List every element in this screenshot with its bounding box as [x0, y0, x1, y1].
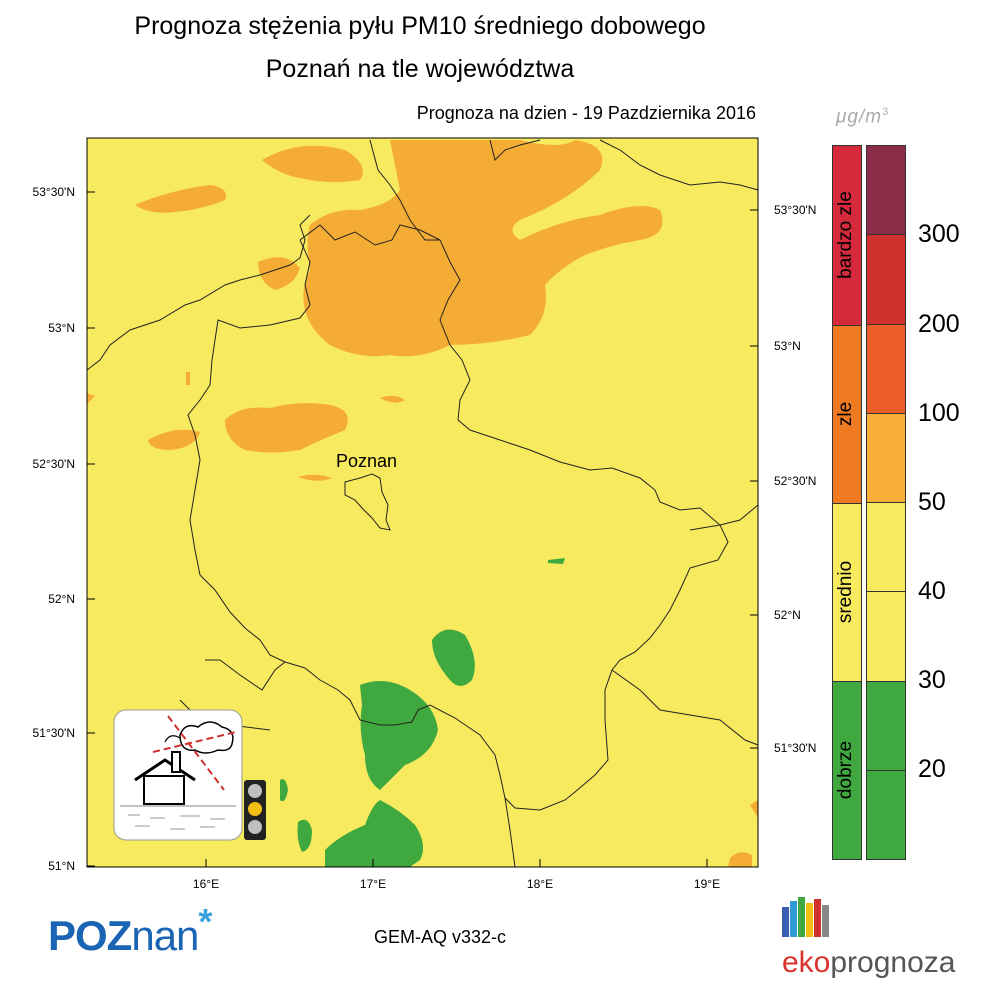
green-areas	[280, 558, 565, 867]
orange-area-small	[148, 429, 200, 450]
level-swatch	[866, 324, 906, 414]
orange-area-small	[298, 474, 332, 481]
lat-label-left: 53°N	[48, 321, 75, 335]
lat-label-left: 51°30'N	[33, 726, 75, 740]
lat-label-right: 52°N	[774, 608, 801, 622]
category-label: bardzo zle	[835, 191, 856, 279]
region-border	[689, 504, 759, 531]
lon-label: 18°E	[527, 877, 553, 891]
category-label: zle	[835, 401, 856, 427]
green-area	[360, 681, 438, 790]
house-smog-icon	[113, 709, 243, 841]
orange-area-north	[262, 145, 363, 183]
level-swatch	[866, 591, 906, 682]
region-border	[611, 669, 759, 746]
orange-area-corner	[728, 852, 752, 867]
level-swatch	[866, 413, 906, 503]
ekoprognoza-logo-icon	[782, 897, 829, 937]
category-label: dobrze	[835, 740, 856, 800]
category-dobrze	[832, 681, 862, 860]
legend-threshold: 50	[918, 488, 946, 516]
level-swatch	[866, 234, 906, 325]
country-border	[86, 214, 311, 371]
orange-areas	[87, 140, 758, 867]
region-border	[599, 139, 759, 191]
green-area	[432, 629, 475, 686]
region-border	[205, 659, 286, 691]
orange-area-north	[303, 140, 663, 357]
map-title: Prognoza stężenia pyłu PM10 średniego do…	[134, 12, 706, 40]
lat-label-left: 52°N	[48, 592, 75, 606]
orange-area-northwest	[135, 185, 226, 213]
traffic-light-green-lamp	[248, 820, 262, 834]
level-swatch	[866, 145, 906, 235]
axis-ticks	[87, 191, 758, 867]
poznan-city-border	[344, 473, 391, 531]
legend-threshold: 300	[918, 220, 960, 248]
unit-label: μg/m3	[836, 106, 890, 128]
forecast-date: Prognoza na dzien - 19 Pazdziernika 2016	[416, 103, 756, 123]
legend-threshold: 30	[918, 666, 946, 694]
lon-label: 19°E	[694, 877, 720, 891]
traffic-light-red-lamp	[248, 784, 262, 798]
region-borders	[86, 139, 759, 868]
orange-area-edge	[186, 372, 190, 385]
region-border	[489, 139, 541, 161]
lat-label-left: 52°30'N	[33, 457, 75, 471]
map-subtitle: Poznań na tle województwa	[265, 55, 575, 83]
traffic-light-amber-lamp	[248, 802, 262, 816]
category-bardzo-zle	[832, 145, 862, 326]
legend-threshold: 200	[918, 310, 960, 338]
green-area	[280, 779, 288, 802]
lon-label: 16°E	[193, 877, 219, 891]
legend-threshold: 20	[918, 755, 946, 783]
region-border	[504, 797, 516, 868]
level-swatch	[866, 502, 906, 592]
model-label: GEM-AQ v332-c	[374, 927, 507, 947]
level-swatch	[866, 770, 906, 860]
poznan-logo: POZnan*	[48, 901, 212, 959]
lat-label-right: 53°30'N	[774, 203, 816, 217]
level-swatch	[866, 681, 906, 771]
ekoprognoza-logo: ekoprognoza	[782, 946, 956, 979]
orange-area-corner	[750, 800, 758, 818]
lat-label-right: 52°30'N	[774, 474, 816, 488]
lon-label: 17°E	[360, 877, 386, 891]
city-label: Poznan	[336, 451, 397, 471]
category-srednio	[832, 503, 862, 682]
legend-threshold: 100	[918, 399, 960, 427]
green-area	[325, 800, 424, 867]
orange-area-small	[380, 395, 405, 403]
green-area	[548, 558, 565, 564]
category-label: srednio	[835, 560, 856, 624]
lat-label-left: 51°N	[48, 859, 75, 873]
map-frame	[86, 137, 759, 868]
legend-threshold: 40	[918, 577, 946, 605]
traffic-light-icon	[244, 780, 266, 840]
orange-area-center	[225, 403, 348, 453]
green-area	[297, 819, 312, 852]
lat-label-left: 53°30'N	[33, 185, 75, 199]
lat-label-right: 53°N	[774, 339, 801, 353]
lat-label-right: 51°30'N	[774, 741, 816, 755]
category-zle	[832, 325, 862, 504]
region-border	[369, 139, 440, 241]
voivodeship-border	[187, 224, 729, 811]
orange-area-edge	[87, 393, 95, 404]
